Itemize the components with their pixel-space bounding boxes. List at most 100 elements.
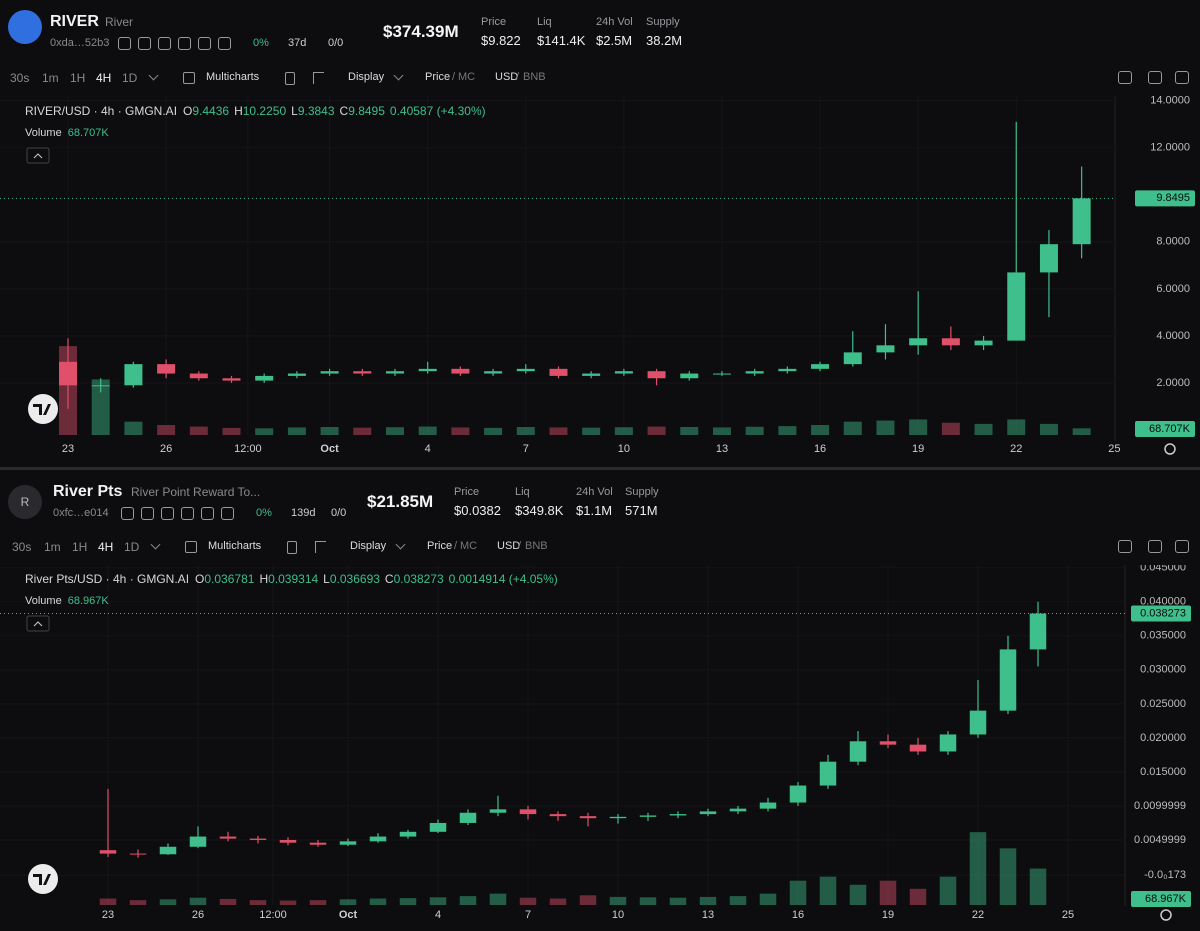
settings-button[interactable] xyxy=(1160,909,1172,921)
interval-button[interactable]: 1D xyxy=(122,71,138,85)
chevron[interactable] xyxy=(148,70,159,81)
icon[interactable] xyxy=(218,37,231,50)
icon[interactable] xyxy=(285,72,295,85)
icon[interactable] xyxy=(138,37,151,50)
icon[interactable] xyxy=(181,507,194,520)
x-tick-label: 23 xyxy=(102,909,114,921)
usd-toggle[interactable]: USD xyxy=(495,71,519,83)
settings-button[interactable] xyxy=(1164,443,1176,455)
candle-body xyxy=(647,371,666,379)
icon[interactable] xyxy=(178,37,191,50)
interval-button[interactable]: 4H xyxy=(96,71,112,85)
icon[interactable] xyxy=(161,507,174,520)
interval-button[interactable]: 30s xyxy=(10,71,30,85)
candle-body xyxy=(1072,198,1091,245)
volume-bar xyxy=(549,898,567,905)
volume-bar xyxy=(219,898,237,905)
icon[interactable] xyxy=(158,37,171,50)
volume-bar xyxy=(1039,423,1058,435)
bnb-toggle[interactable]: BNB xyxy=(523,71,546,83)
stat-label: Supply xyxy=(646,16,680,28)
stat-value: $349.8K xyxy=(515,503,564,518)
icon[interactable] xyxy=(315,541,326,553)
tradingview-logo xyxy=(28,864,58,894)
candle-body xyxy=(729,808,747,812)
icon[interactable] xyxy=(287,541,297,554)
collapse-button[interactable] xyxy=(26,615,50,632)
volume-bar xyxy=(451,427,470,435)
price-toggle[interactable]: Price xyxy=(427,540,453,552)
icon[interactable] xyxy=(1148,71,1162,84)
volume-bar xyxy=(279,900,297,905)
icon[interactable] xyxy=(198,37,211,50)
volume-bar xyxy=(385,427,404,435)
candle-body xyxy=(489,809,507,813)
x-tick-label: 19 xyxy=(912,443,924,455)
stat-label: Liq xyxy=(537,16,552,28)
chevron[interactable] xyxy=(150,539,161,550)
candle-body xyxy=(189,373,208,379)
icon[interactable] xyxy=(313,72,324,84)
candle-body xyxy=(614,371,633,374)
interval-button[interactable]: 1m xyxy=(44,540,61,554)
x-tick-label: 22 xyxy=(972,909,984,921)
volume-bar xyxy=(309,900,327,905)
interval-button[interactable]: 4H xyxy=(98,540,114,554)
candle-body xyxy=(459,812,477,823)
candle-body xyxy=(941,338,960,346)
token-symbol: River Pts xyxy=(53,483,123,500)
legend: RIVER/USD · 4h · GMGN.AI O9.4436 H10.2250 L… xyxy=(25,104,486,118)
volume-bar xyxy=(519,897,537,905)
icon[interactable] xyxy=(118,37,131,50)
icon[interactable] xyxy=(201,507,214,520)
candle-body xyxy=(712,373,731,375)
chevron[interactable] xyxy=(395,539,406,550)
y-tick-label: 0.025000 xyxy=(1140,698,1186,710)
price-toggle[interactable]: Price xyxy=(425,71,451,83)
last-price-tag xyxy=(1135,190,1195,207)
volume-bar xyxy=(124,421,143,435)
usd-toggle[interactable]: USD xyxy=(497,540,521,552)
multicharts-button[interactable]: Multicharts xyxy=(208,540,262,552)
multicharts-button[interactable]: Multicharts xyxy=(206,71,260,83)
volume-legend: Volume 68.967K xyxy=(25,595,109,607)
icon[interactable] xyxy=(1175,540,1189,553)
legend: River Pts/USD · 4h · GMGN.AI O0.036781 H0.… xyxy=(25,572,558,586)
icon[interactable] xyxy=(221,507,234,520)
icon[interactable] xyxy=(1175,71,1189,84)
interval-button[interactable]: 30s xyxy=(12,540,32,554)
chevron[interactable] xyxy=(393,70,404,81)
bnb-toggle[interactable]: BNB xyxy=(525,540,548,552)
icon[interactable] xyxy=(1118,540,1132,553)
volume-bar xyxy=(222,427,241,435)
ohlc-key: C xyxy=(340,104,349,118)
collapse-button[interactable] xyxy=(26,147,50,164)
icon[interactable] xyxy=(121,507,134,520)
display-button[interactable]: Display xyxy=(350,540,387,552)
icon[interactable] xyxy=(1118,71,1132,84)
interval-button[interactable]: 1H xyxy=(70,71,86,85)
change: 0.0014914 (+4.05%) xyxy=(449,572,558,586)
candle-body xyxy=(385,371,404,374)
volume-bar xyxy=(339,899,357,905)
icon[interactable] xyxy=(1148,540,1162,553)
interval-button[interactable]: 1H xyxy=(72,540,88,554)
volume-bar xyxy=(99,898,117,905)
candle-body xyxy=(353,371,372,374)
age: 37d xyxy=(288,37,307,49)
volume-bar xyxy=(1029,868,1047,905)
icon[interactable] xyxy=(185,541,197,553)
interval-button[interactable]: 1D xyxy=(124,540,140,554)
volume-bar xyxy=(699,896,717,905)
icon[interactable] xyxy=(141,507,154,520)
mc-toggle[interactable]: MC xyxy=(460,540,478,552)
display-button[interactable]: Display xyxy=(348,71,385,83)
mc-toggle[interactable]: MC xyxy=(458,71,476,83)
ohlc-value: 9.8495 xyxy=(348,104,385,118)
chart-panel: R River Pts River Point Reward To... 0xfc…e… xyxy=(0,470,1200,931)
x-tick-label: 12:00 xyxy=(259,909,287,921)
volume-bar xyxy=(647,426,666,435)
interval-button[interactable]: 1m xyxy=(42,71,59,85)
volume-bar xyxy=(189,426,208,435)
icon[interactable] xyxy=(183,72,195,84)
